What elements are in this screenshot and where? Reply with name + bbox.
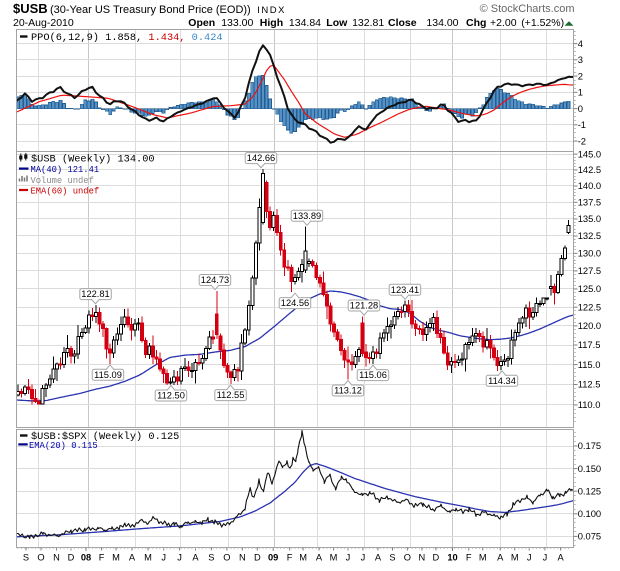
svg-text:135.0: 135.0 [578, 213, 601, 224]
svg-text:(+1.52%): (+1.52%) [521, 17, 564, 29]
svg-text:High: High [260, 17, 283, 29]
svg-text:115.0: 115.0 [578, 359, 601, 370]
svg-text:-1: -1 [578, 119, 586, 130]
svg-text:142.66: 142.66 [247, 153, 275, 163]
svg-text:115.09: 115.09 [94, 370, 122, 380]
svg-text:4: 4 [578, 38, 583, 49]
svg-text:N: N [53, 552, 60, 562]
svg-text:INDX: INDX [257, 5, 286, 16]
svg-text:$USB (Weekly) 134.00: $USB (Weekly) 134.00 [31, 154, 155, 166]
svg-text:130.0: 130.0 [578, 248, 601, 259]
svg-text:0.175: 0.175 [578, 440, 601, 451]
svg-text:A: A [316, 552, 323, 562]
svg-text:-2: -2 [578, 135, 586, 146]
svg-text:A: A [375, 552, 382, 562]
svg-text:$USB: $USB [13, 1, 48, 16]
svg-text:M: M [112, 552, 120, 562]
svg-text:O: O [223, 552, 230, 562]
svg-text:M: M [511, 552, 519, 562]
svg-text:A: A [129, 552, 136, 562]
svg-text:+2.00: +2.00 [490, 17, 517, 29]
svg-text:137.5: 137.5 [578, 197, 601, 208]
svg-text:112.55: 112.55 [217, 390, 245, 400]
svg-text:S: S [208, 552, 214, 562]
svg-text:J: J [361, 552, 366, 562]
svg-text:114.34: 114.34 [488, 376, 516, 386]
svg-text:© StockCharts.com: © StockCharts.com [480, 3, 575, 15]
svg-text:08: 08 [81, 552, 91, 562]
svg-text:145.0: 145.0 [578, 148, 601, 159]
svg-text:D: D [254, 552, 261, 562]
svg-text:Volume undef: Volume undef [31, 176, 94, 186]
svg-text:124.56: 124.56 [281, 298, 309, 308]
svg-text:134.84: 134.84 [289, 17, 321, 29]
svg-text:(30-Year US Treasury Bond Pric: (30-Year US Treasury Bond Price (EOD)) [50, 4, 251, 16]
svg-text:O: O [37, 552, 44, 562]
svg-text:J: J [346, 552, 351, 562]
svg-text:D: D [433, 552, 440, 562]
svg-text:Low: Low [326, 17, 348, 29]
svg-text:124.73: 124.73 [201, 275, 229, 285]
svg-text:0.150: 0.150 [578, 463, 601, 474]
svg-text:123.41: 123.41 [391, 285, 419, 295]
svg-text:113.12: 113.12 [334, 386, 362, 396]
svg-text:112.5: 112.5 [578, 379, 601, 390]
svg-text:112.50: 112.50 [157, 391, 185, 401]
svg-text:S: S [23, 552, 29, 562]
svg-text:10: 10 [447, 552, 457, 562]
svg-text:110.0: 110.0 [578, 399, 601, 410]
svg-text:M: M [144, 552, 152, 562]
svg-text:142.5: 142.5 [578, 164, 601, 175]
svg-text:N: N [239, 552, 246, 562]
svg-text:134.00: 134.00 [426, 17, 458, 29]
svg-text:J: J [177, 552, 182, 562]
svg-text:EMA(60) undef: EMA(60) undef [31, 186, 100, 196]
svg-text:A: A [497, 552, 504, 562]
svg-text:3: 3 [578, 54, 583, 65]
svg-text:Open: Open [188, 17, 215, 29]
svg-text:J: J [161, 552, 166, 562]
svg-text:133.89: 133.89 [293, 211, 321, 221]
svg-text:0.100: 0.100 [578, 508, 601, 519]
svg-text:D: D [68, 552, 75, 562]
svg-text:117.5: 117.5 [578, 339, 601, 350]
svg-text:J: J [543, 552, 548, 562]
svg-text:121.28: 121.28 [350, 301, 378, 311]
svg-text:J: J [527, 552, 532, 562]
svg-text:132.81: 132.81 [352, 17, 384, 29]
svg-text:F: F [466, 552, 472, 562]
svg-text:S: S [389, 552, 395, 562]
svg-text:F: F [287, 552, 293, 562]
svg-text:M: M [330, 552, 338, 562]
svg-text:125.0: 125.0 [578, 283, 601, 294]
svg-text:140.0: 140.0 [578, 180, 601, 191]
svg-text:0.075: 0.075 [578, 531, 601, 542]
svg-text:Chg: Chg [466, 17, 486, 29]
svg-text:09: 09 [268, 552, 278, 562]
svg-text:20-Aug-2010: 20-Aug-2010 [13, 17, 74, 29]
svg-text:F: F [99, 552, 105, 562]
svg-text:M: M [299, 552, 307, 562]
svg-text:120.0: 120.0 [578, 320, 601, 331]
svg-text:Close: Close [388, 17, 417, 29]
svg-text:133.00: 133.00 [221, 17, 253, 29]
svg-text:122.5: 122.5 [578, 301, 601, 312]
svg-text:132.5: 132.5 [578, 230, 601, 241]
svg-text:127.5: 127.5 [578, 265, 601, 276]
svg-text:2: 2 [578, 70, 583, 81]
svg-text:M: M [479, 552, 487, 562]
svg-text:PPO(6,12,9) 1.858, 1.434, 0.42: PPO(6,12,9) 1.858, 1.434, 0.424 [31, 32, 223, 44]
svg-text:A: A [192, 552, 199, 562]
svg-text:MA(40) 121.41: MA(40) 121.41 [31, 165, 100, 175]
svg-text:EMA(20) 0.115: EMA(20) 0.115 [29, 441, 98, 451]
svg-text:1: 1 [578, 87, 583, 98]
svg-text:122.81: 122.81 [81, 289, 109, 299]
svg-text:A: A [557, 552, 564, 562]
svg-text:O: O [404, 552, 411, 562]
svg-text:N: N [419, 552, 426, 562]
svg-text:0.125: 0.125 [578, 485, 601, 496]
svg-text:0: 0 [578, 103, 583, 114]
svg-text:115.06: 115.06 [359, 370, 387, 380]
